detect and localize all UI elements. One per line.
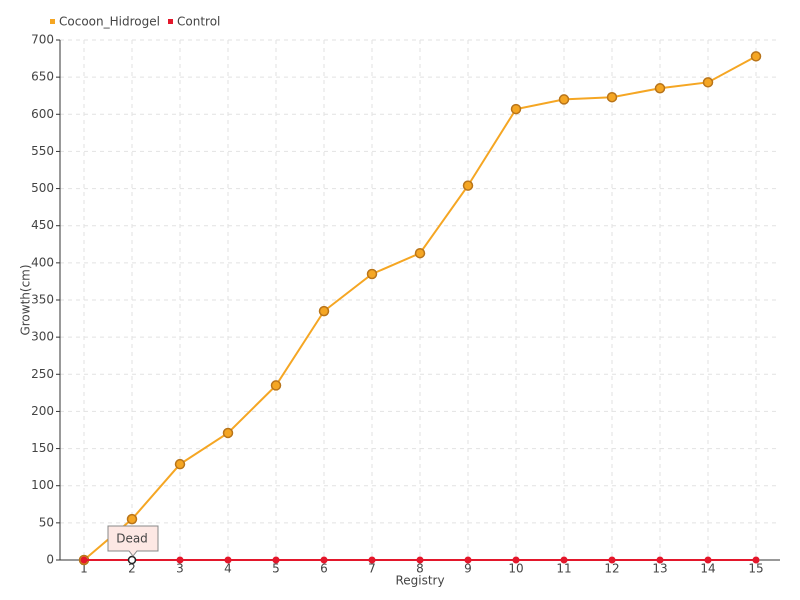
point — [174, 458, 186, 470]
point — [126, 513, 138, 525]
legend-label: Control — [177, 15, 220, 29]
point — [272, 556, 280, 564]
point — [702, 77, 714, 88]
y-axis-label: Growth(cm) — [19, 264, 33, 335]
point — [270, 380, 282, 391]
point — [368, 556, 376, 564]
x-tick-label: 9 — [464, 562, 472, 576]
x-tick-label: 7 — [368, 562, 376, 576]
y-tick-label: 100 — [31, 478, 54, 492]
legend-label: Cocoon_Hidrogel — [59, 15, 160, 29]
y-tick-label: 450 — [31, 218, 54, 232]
point — [512, 556, 520, 564]
x-tick-label: 5 — [272, 562, 280, 576]
point — [462, 180, 474, 191]
annotated-point — [127, 555, 137, 565]
x-axis-label: Registry — [395, 574, 444, 588]
point — [224, 556, 232, 564]
y-tick-label: 50 — [39, 515, 54, 529]
y-tick-label: 650 — [31, 70, 54, 84]
point — [752, 556, 760, 564]
x-tick-label: 15 — [748, 562, 763, 576]
legend-swatch — [168, 19, 173, 24]
y-tick-label: 500 — [31, 181, 54, 195]
point — [510, 103, 522, 115]
y-tick-label: 200 — [31, 404, 54, 418]
point — [606, 91, 618, 103]
point — [560, 556, 568, 564]
annotation: Dead — [116, 532, 148, 546]
point — [704, 556, 712, 564]
point — [222, 427, 234, 439]
annotation-box — [107, 525, 159, 557]
x-tick-label: 12 — [604, 562, 619, 576]
point — [80, 556, 88, 564]
y-tick-label: 0 — [46, 553, 54, 567]
legend-swatch — [50, 19, 55, 24]
y-tick-label: 250 — [31, 367, 54, 381]
y-tick-label: 550 — [31, 144, 54, 158]
y-tick-label: 300 — [31, 330, 54, 344]
point — [414, 247, 426, 259]
point — [318, 305, 330, 317]
point — [656, 556, 664, 564]
x-tick-label: 2 — [128, 562, 136, 576]
y-tick-label: 350 — [31, 293, 54, 307]
point — [176, 556, 184, 564]
y-tick-label: 150 — [31, 441, 54, 455]
point — [654, 83, 666, 94]
point — [320, 556, 328, 564]
point — [608, 556, 616, 564]
x-tick-label: 6 — [320, 562, 328, 576]
x-tick-label: 10 — [508, 562, 523, 576]
y-tick-label: 700 — [31, 33, 54, 47]
x-tick-label: 1 — [80, 562, 88, 576]
x-tick-label: 13 — [652, 562, 667, 576]
x-tick-label: 14 — [700, 562, 715, 576]
x-tick-label: 3 — [176, 562, 184, 576]
point — [558, 94, 570, 105]
x-tick-label: 4 — [224, 562, 232, 576]
point — [366, 268, 378, 280]
point — [416, 556, 424, 564]
y-tick-label: 600 — [31, 107, 54, 121]
x-tick-label: 11 — [556, 562, 571, 576]
y-tick-label: 400 — [31, 255, 54, 269]
point — [464, 556, 472, 564]
x-tick-label: 8 — [416, 562, 424, 576]
point — [750, 51, 762, 62]
